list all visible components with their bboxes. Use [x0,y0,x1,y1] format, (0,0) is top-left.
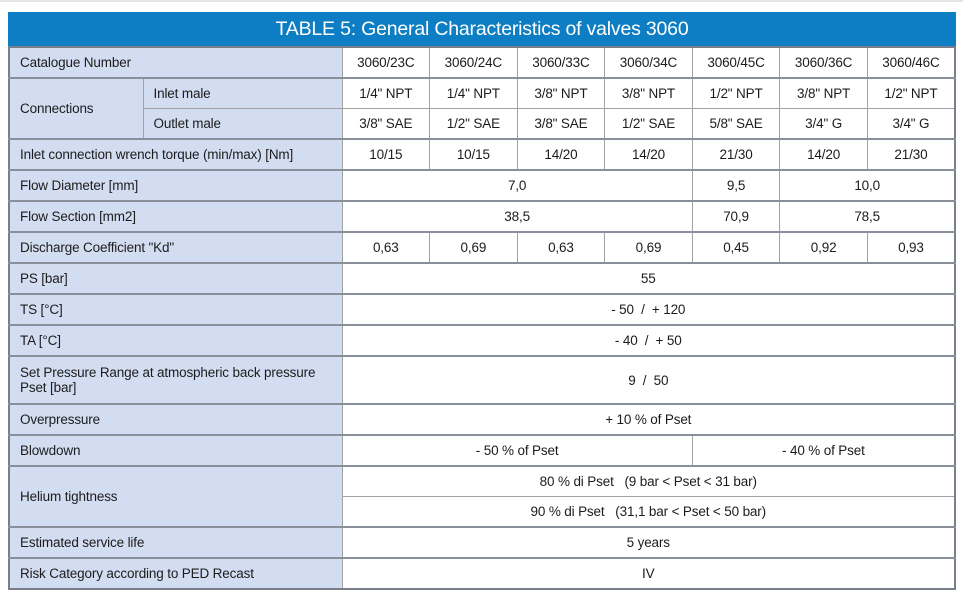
row-risk-category: Risk Category according to PED Recast IV [8,557,956,590]
row-discharge-coefficient: Discharge Coefficient "Kd" 0,63 0,69 0,6… [8,231,956,264]
discharge-value-6: 0,92 [779,231,868,264]
table-title: TABLE 5: General Characteristics of valv… [8,12,956,46]
catalogue-value-1: 3060/23C [341,46,431,79]
risk-category-value: IV [341,557,956,590]
ps-value: 55 [341,262,956,295]
catalogue-value-7: 3060/46C [866,46,956,79]
helium-tightness-label: Helium tightness [8,465,343,528]
flow-section-value-2: 70,9 [691,200,781,233]
overpressure-label: Overpressure [8,403,343,436]
connections-group-label: Connections [8,77,144,140]
discharge-value-2: 0,69 [429,231,518,264]
row-ps: PS [bar] 55 [8,262,956,295]
catalogue-value-5: 3060/45C [691,46,781,79]
catalogue-value-6: 3060/36C [779,46,868,79]
torque-value-5: 21/30 [691,138,781,171]
row-flow-diameter: Flow Diameter [mm] 7,0 9,5 10,0 [8,169,956,202]
overpressure-value: + 10 % of Pset [341,403,956,436]
flow-diameter-value-2: 9,5 [691,169,781,202]
discharge-value-1: 0,63 [341,231,431,264]
page-top-divider [0,0,963,2]
row-set-pressure-range: Set Pressure Range at atmospheric back p… [8,355,956,405]
inlet-value-4: 3/8" NPT [604,77,693,109]
flow-diameter-value-1: 7,0 [341,169,693,202]
torque-value-4: 14/20 [604,138,693,171]
row-connections-inlet: Connections Inlet male 1/4" NPT 1/4" NPT… [8,77,956,140]
row-service-life: Estimated service life 5 years [8,526,956,559]
ts-value: - 50 / + 120 [341,293,956,326]
inlet-value-1: 1/4" NPT [341,77,431,109]
outlet-value-2: 1/2" SAE [429,108,518,140]
row-ta: TA [°C] - 40 / + 50 [8,324,956,357]
discharge-value-7: 0,93 [866,231,956,264]
helium-tightness-value-1: 80 % di Pset (9 bar < Pset < 31 bar) [341,465,956,497]
set-pressure-range-value: 9 / 50 [341,355,956,405]
inlet-value-5: 1/2" NPT [691,77,781,109]
outlet-value-7: 3/4" G [866,108,956,140]
row-catalogue-number: Catalogue Number 3060/23C 3060/24C 3060/… [8,46,956,79]
set-pressure-range-label: Set Pressure Range at atmospheric back p… [8,355,343,405]
flow-section-value-3: 78,5 [779,200,956,233]
torque-value-3: 14/20 [516,138,606,171]
row-helium-tightness-2: 90 % di Pset (31,1 bar < Pset < 50 bar) [9,496,956,528]
outlet-male-label: Outlet male [142,108,343,140]
row-ts: TS [°C] - 50 / + 120 [8,293,956,326]
outlet-value-1: 3/8" SAE [341,108,431,140]
row-overpressure: Overpressure + 10 % of Pset [8,403,956,436]
catalogue-value-4: 3060/34C [604,46,693,79]
helium-tightness-value-2: 90 % di Pset (31,1 bar < Pset < 50 bar) [341,496,956,528]
outlet-value-5: 5/8" SAE [691,108,781,140]
discharge-value-3: 0,63 [516,231,606,264]
outlet-value-6: 3/4" G [779,108,868,140]
catalogue-value-3: 3060/33C [516,46,606,79]
row-blowdown: Blowdown - 50 % of Pset - 40 % of Pset [8,434,956,467]
discharge-value-5: 0,45 [691,231,781,264]
inlet-male-label: Inlet male [142,77,343,109]
inlet-value-3: 3/8" NPT [516,77,606,109]
outlet-value-4: 1/2" SAE [604,108,693,140]
inlet-value-2: 1/4" NPT [429,77,518,109]
service-life-label: Estimated service life [8,526,343,559]
torque-value-7: 21/30 [866,138,956,171]
catalogue-number-label: Catalogue Number [8,46,343,79]
flow-section-label: Flow Section [mm2] [8,200,343,233]
wrench-torque-label: Inlet connection wrench torque (min/max)… [8,138,343,171]
ta-label: TA [°C] [8,324,343,357]
row-flow-section: Flow Section [mm2] 38,5 70,9 78,5 [8,200,956,233]
torque-value-2: 10/15 [429,138,518,171]
row-helium-tightness-1: Helium tightness 80 % di Pset (9 bar < P… [8,465,956,528]
flow-diameter-label: Flow Diameter [mm] [8,169,343,202]
discharge-coefficient-label: Discharge Coefficient "Kd" [8,231,343,264]
torque-value-6: 14/20 [779,138,868,171]
row-wrench-torque: Inlet connection wrench torque (min/max)… [8,138,956,171]
characteristics-grid: Catalogue Number 3060/23C 3060/24C 3060/… [8,46,956,590]
ts-label: TS [°C] [8,293,343,326]
valve-characteristics-table: TABLE 5: General Characteristics of valv… [8,12,956,590]
flow-section-value-1: 38,5 [341,200,693,233]
row-connections-outlet: Outlet male 3/8" SAE 1/2" SAE 3/8" SAE 1… [9,108,956,140]
blowdown-value-1: - 50 % of Pset [341,434,693,467]
flow-diameter-value-3: 10,0 [779,169,956,202]
catalogue-value-2: 3060/24C [429,46,518,79]
blowdown-value-2: - 40 % of Pset [691,434,956,467]
discharge-value-4: 0,69 [604,231,693,264]
ta-value: - 40 / + 50 [341,324,956,357]
risk-category-label: Risk Category according to PED Recast [8,557,343,590]
outlet-value-3: 3/8" SAE [516,108,606,140]
ps-label: PS [bar] [8,262,343,295]
inlet-value-6: 3/8" NPT [779,77,868,109]
service-life-value: 5 years [341,526,956,559]
torque-value-1: 10/15 [341,138,431,171]
inlet-value-7: 1/2" NPT [866,77,956,109]
blowdown-label: Blowdown [8,434,343,467]
